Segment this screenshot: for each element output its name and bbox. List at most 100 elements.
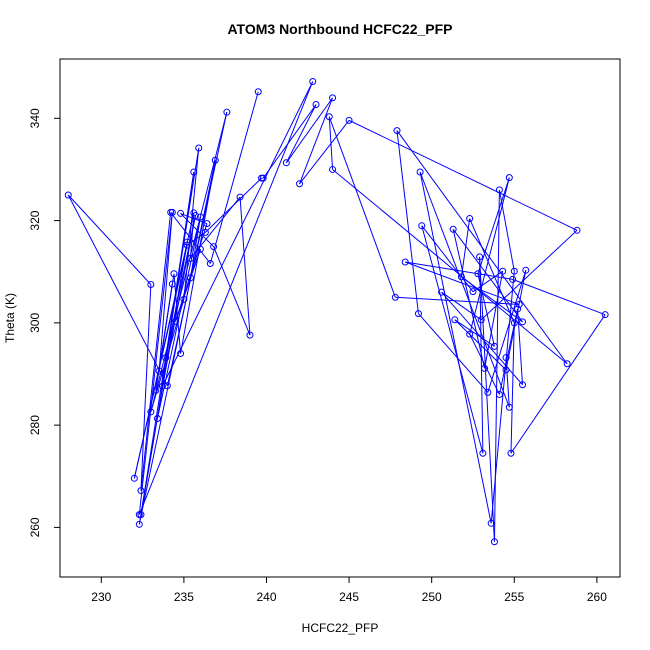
series-segment	[487, 270, 527, 393]
data-point	[196, 245, 204, 253]
series-segment	[510, 322, 515, 454]
data-point	[206, 260, 214, 268]
data-point	[254, 88, 262, 96]
series-segment	[505, 357, 510, 408]
series-segment	[419, 171, 510, 408]
data-point	[401, 258, 409, 266]
series-segment	[175, 223, 208, 322]
data-point	[137, 487, 145, 495]
series-segment	[67, 194, 152, 285]
series-segment	[454, 319, 495, 347]
series-segment	[67, 194, 168, 386]
series-segment	[138, 160, 216, 525]
data-point	[495, 390, 503, 398]
series-segment	[512, 278, 606, 316]
y-axis-label: Theta (K)	[3, 293, 17, 343]
series-segment	[165, 215, 196, 358]
data-point	[484, 388, 492, 396]
data-point	[490, 538, 498, 546]
data-point	[135, 520, 143, 528]
series-segment	[348, 119, 578, 231]
series-segment	[510, 314, 606, 454]
y-tick-label: 320	[28, 210, 42, 230]
data-point	[466, 330, 474, 338]
x-tick-label: 235	[174, 590, 194, 604]
series-segment	[477, 177, 510, 274]
chart-title: ATOM3 Northbound HCFC22_PFP	[227, 21, 452, 37]
data-point	[210, 243, 218, 251]
data-point	[502, 354, 510, 362]
series-segment	[173, 273, 182, 354]
series-segment	[161, 81, 314, 387]
data-point	[563, 360, 571, 368]
data-point	[393, 127, 401, 135]
data-point	[147, 408, 155, 416]
data-point	[236, 193, 244, 201]
data-point	[195, 144, 203, 152]
series-segment	[517, 309, 524, 385]
data-point	[246, 331, 254, 339]
y-tick-label: 280	[28, 415, 42, 435]
data-point	[158, 382, 166, 390]
data-point	[203, 220, 211, 228]
data-point	[510, 319, 518, 327]
series-lines	[67, 81, 606, 542]
data-point	[345, 116, 353, 124]
y-tick-label: 260	[28, 517, 42, 537]
data-point	[312, 101, 320, 109]
data-point	[296, 180, 304, 188]
data-point	[223, 108, 231, 116]
data-point	[170, 270, 178, 278]
data-point	[325, 113, 333, 121]
y-tick-label: 340	[28, 108, 42, 128]
series-segment	[239, 197, 251, 336]
series-segment	[479, 256, 484, 454]
y-tick-label: 300	[28, 313, 42, 333]
series-segment	[469, 333, 500, 395]
series-segment	[133, 245, 188, 479]
data-point	[502, 366, 510, 374]
data-point	[509, 275, 517, 283]
data-point	[519, 381, 527, 389]
data-point	[481, 364, 489, 372]
series-segment	[158, 212, 173, 371]
data-point	[135, 511, 143, 519]
x-axis-label: HCFC22_PFP	[302, 621, 379, 635]
series-segment	[418, 313, 489, 393]
data-point	[168, 208, 176, 216]
series-segment	[205, 177, 262, 233]
data-point	[499, 267, 507, 275]
series-segment	[421, 225, 484, 454]
data-point	[172, 317, 180, 325]
data-point	[155, 367, 163, 375]
series-segment	[469, 218, 515, 324]
data-point	[414, 310, 422, 318]
series-segment	[421, 225, 474, 292]
series-segment	[299, 97, 334, 184]
data-point	[451, 316, 459, 324]
data-point	[64, 191, 72, 199]
series-segment	[138, 81, 314, 515]
series-segment	[460, 218, 471, 277]
data-point	[476, 253, 484, 261]
x-tick-label: 260	[587, 590, 607, 604]
data-point	[177, 209, 185, 217]
series-segment	[484, 271, 504, 369]
data-point	[469, 288, 477, 296]
data-point	[515, 300, 523, 308]
series-segment	[213, 246, 251, 336]
y-axis: 260 280 300 320 340	[28, 108, 61, 537]
data-point	[201, 228, 209, 236]
series-segment	[285, 104, 317, 164]
series-segment	[180, 213, 214, 248]
data-point	[438, 288, 446, 296]
data-point	[177, 350, 185, 358]
data-point	[416, 168, 424, 176]
series-segment	[332, 169, 568, 365]
data-point	[259, 174, 267, 182]
data-point	[168, 280, 176, 288]
series-segment	[493, 189, 500, 542]
series-segment	[140, 212, 172, 491]
data-point	[187, 274, 195, 282]
